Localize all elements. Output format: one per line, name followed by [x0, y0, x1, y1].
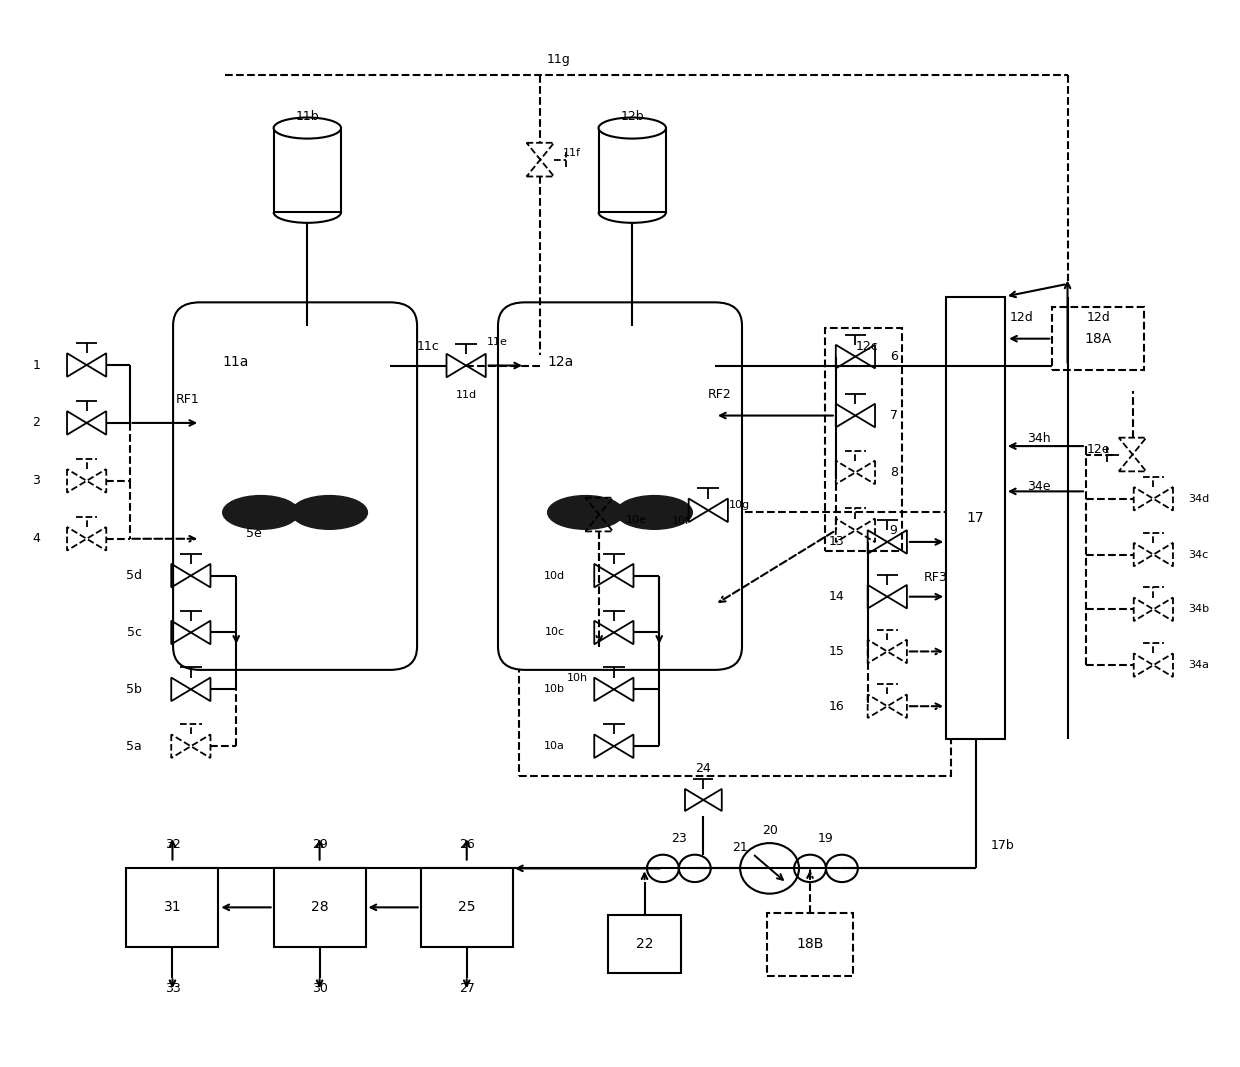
Bar: [1053, 307, 1145, 370]
Text: 34e: 34e: [1027, 479, 1050, 493]
Text: 34d: 34d: [1188, 494, 1209, 504]
Text: 27: 27: [459, 983, 475, 996]
Text: 21: 21: [733, 841, 748, 854]
Text: 11g: 11g: [547, 53, 570, 66]
Ellipse shape: [274, 117, 341, 139]
Bar: [126, 867, 218, 946]
Text: 6: 6: [890, 350, 898, 363]
Text: 12b: 12b: [620, 110, 644, 123]
Text: 5d: 5d: [125, 569, 141, 583]
Bar: [608, 915, 681, 973]
Text: 30: 30: [311, 983, 327, 996]
Text: 14: 14: [828, 590, 844, 603]
Bar: [420, 867, 512, 946]
Text: 34a: 34a: [1188, 660, 1209, 670]
Ellipse shape: [548, 495, 624, 529]
Text: 19: 19: [818, 832, 833, 845]
Text: 4: 4: [32, 532, 40, 545]
Text: 15: 15: [828, 644, 844, 658]
Text: 29: 29: [311, 839, 327, 851]
Text: 34c: 34c: [1188, 550, 1208, 559]
Text: 9: 9: [890, 524, 898, 537]
Text: 12d: 12d: [1011, 312, 1034, 324]
Ellipse shape: [291, 495, 367, 529]
Text: 31: 31: [164, 901, 181, 914]
Text: 11c: 11c: [417, 340, 439, 353]
Text: 10a: 10a: [544, 742, 565, 751]
Text: 1: 1: [32, 359, 40, 371]
Text: 11e: 11e: [486, 337, 507, 348]
Text: 11b: 11b: [295, 110, 319, 123]
FancyBboxPatch shape: [498, 302, 742, 670]
Bar: [274, 867, 366, 946]
Text: 10h: 10h: [567, 673, 588, 683]
Text: 10f: 10f: [672, 515, 689, 526]
Text: 12a: 12a: [547, 355, 573, 369]
Text: 32: 32: [165, 839, 180, 851]
Text: 5c: 5c: [126, 626, 141, 639]
Text: 18B: 18B: [796, 937, 823, 951]
Text: 33: 33: [165, 983, 180, 996]
Text: 26: 26: [459, 839, 475, 851]
Text: 7: 7: [890, 409, 898, 423]
Text: 22: 22: [636, 937, 653, 951]
Text: 11d: 11d: [455, 391, 476, 400]
Bar: [274, 128, 341, 212]
Bar: [520, 512, 951, 776]
Text: 13: 13: [828, 536, 844, 548]
Ellipse shape: [599, 117, 666, 139]
Ellipse shape: [223, 495, 299, 529]
Text: 11f: 11f: [563, 148, 582, 158]
Text: RF2: RF2: [708, 388, 732, 401]
Text: 28: 28: [311, 901, 329, 914]
Ellipse shape: [616, 495, 692, 529]
Text: 12c: 12c: [856, 340, 878, 353]
Text: 5a: 5a: [126, 739, 141, 752]
Bar: [599, 128, 666, 212]
Text: 12e: 12e: [1087, 443, 1111, 456]
Text: 34h: 34h: [1027, 432, 1050, 445]
Text: 3: 3: [32, 475, 40, 488]
Text: 17: 17: [967, 511, 985, 525]
Text: 17b: 17b: [991, 839, 1014, 851]
Text: 25: 25: [458, 901, 475, 914]
Text: 5b: 5b: [126, 683, 141, 696]
Text: 34b: 34b: [1188, 604, 1209, 615]
Text: 10g: 10g: [728, 500, 749, 510]
Text: 10d: 10d: [543, 571, 565, 580]
Bar: [946, 297, 1004, 738]
Bar: [825, 329, 901, 552]
Text: 10c: 10c: [544, 627, 565, 637]
Text: RF3: RF3: [924, 571, 947, 585]
Text: 10b: 10b: [544, 684, 565, 695]
Text: 24: 24: [696, 762, 712, 775]
Text: 12d: 12d: [1087, 312, 1111, 324]
Text: 5e: 5e: [246, 527, 262, 540]
Text: 20: 20: [761, 824, 777, 837]
Text: 23: 23: [671, 832, 687, 845]
FancyBboxPatch shape: [174, 302, 417, 670]
Text: RF1: RF1: [176, 394, 200, 407]
Text: 10e: 10e: [625, 514, 646, 525]
Bar: [768, 912, 853, 976]
Text: 16: 16: [828, 700, 844, 713]
Text: 2: 2: [32, 416, 40, 429]
Text: 11a: 11a: [222, 355, 248, 369]
Text: 18A: 18A: [1085, 332, 1112, 346]
Text: 8: 8: [890, 466, 898, 479]
